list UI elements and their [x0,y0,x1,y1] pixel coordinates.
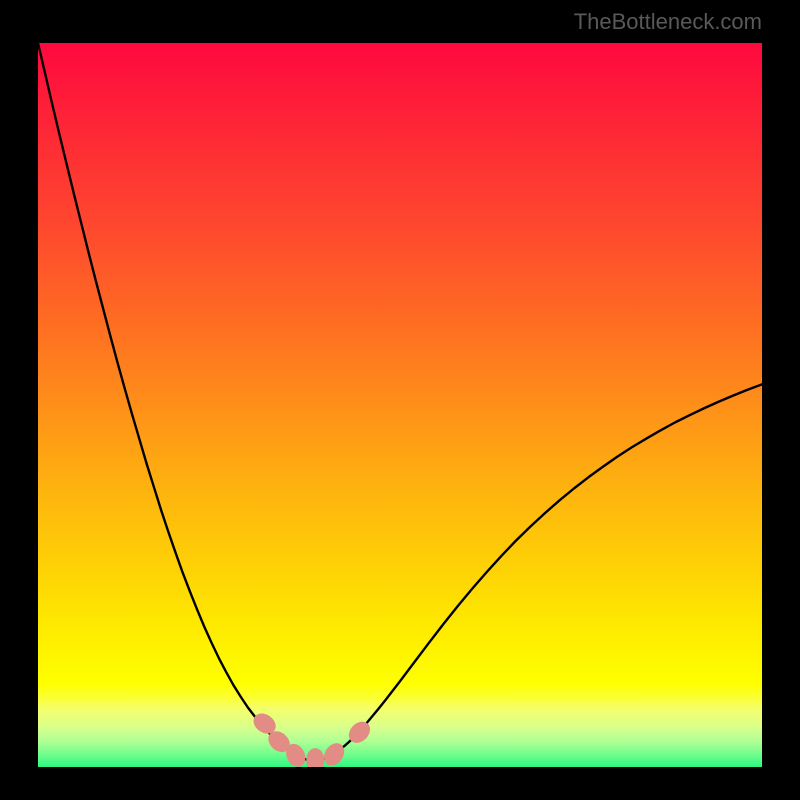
data-marker-3 [306,748,324,772]
data-marker-4 [320,739,349,769]
curve-layer [0,0,800,800]
watermark-text: TheBottleneck.com [574,9,762,35]
chart-frame: TheBottleneck.com [0,0,800,800]
bottleneck-curve [38,43,762,760]
